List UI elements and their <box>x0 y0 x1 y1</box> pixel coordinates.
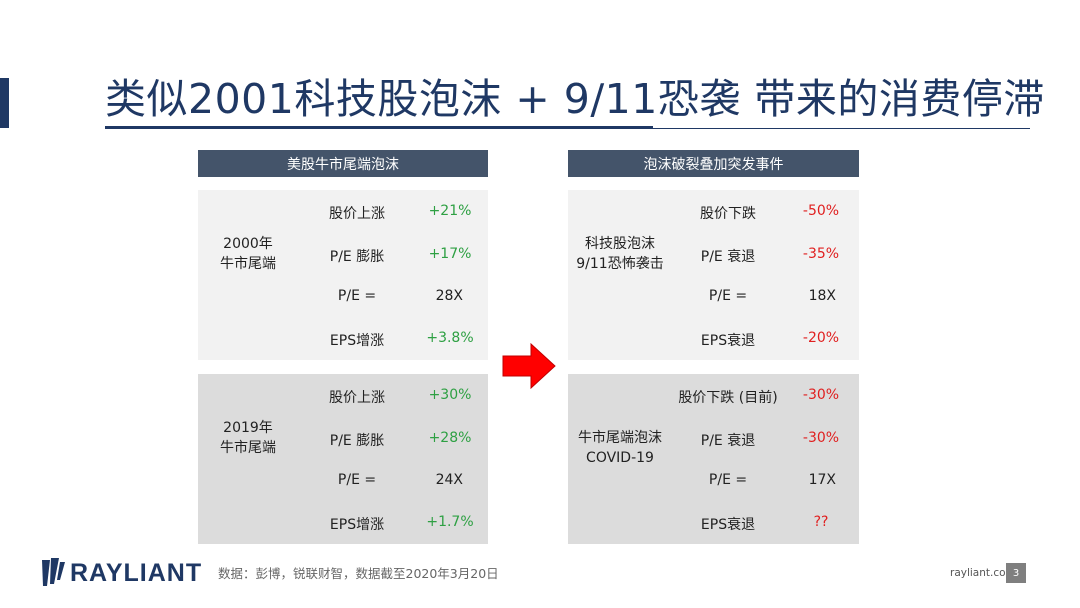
title-underline <box>105 126 653 129</box>
metric-label: P/E = <box>708 472 748 488</box>
metric-label: P/E 衰退 <box>700 249 756 265</box>
page-number: 3 <box>1006 563 1026 583</box>
slide-title: 类似2001科技股泡沫 + 9/11恐袭 带来的消费停滞 <box>105 75 1045 123</box>
metric-label: P/E 膨胀 <box>329 433 385 449</box>
right-bottom-panel: 牛市尾端泡沫 COVID-19 股价下跌 (目前) -30% P/E 衰退 -3… <box>568 374 859 544</box>
metric-label: P/E = <box>337 288 377 304</box>
metric-value: +28% <box>428 430 472 446</box>
metric-label: EPS衰退 <box>700 517 756 533</box>
group-label-line: 牛市尾端泡沫 <box>578 430 662 446</box>
metric-value: -50% <box>802 203 840 219</box>
group-label-line: 牛市尾端 <box>220 440 276 456</box>
metric-value: 18X <box>808 288 836 304</box>
left-bottom-panel: 2019年 牛市尾端 股价上涨 +30% P/E 膨胀 +28% P/E = 2… <box>198 374 488 544</box>
metric-value: -20% <box>802 330 840 346</box>
group-label-line: 2019年 <box>223 420 273 436</box>
title-rule <box>105 128 1030 129</box>
metric-label: 股价下跌 (目前) <box>678 390 778 406</box>
group-label-line: 9/11恐怖袭击 <box>576 256 664 272</box>
rayliant-logo: RAYLIANT <box>40 556 202 590</box>
right-top-panel: 科技股泡沫 9/11恐怖袭击 股价下跌 -50% P/E 衰退 -35% P/E… <box>568 190 859 360</box>
right-column-header: 泡沫破裂叠加突发事件 <box>568 150 859 177</box>
left-column-header: 美股牛市尾端泡沫 <box>198 150 488 177</box>
logo-wordmark: RAYLIANT <box>70 558 203 587</box>
metric-label: EPS增涨 <box>329 333 385 349</box>
metric-value: +17% <box>428 246 472 262</box>
left-top-panel: 2000年 牛市尾端 股价上涨 +21% P/E 膨胀 +17% P/E = 2… <box>198 190 488 360</box>
metric-label: 股价上涨 <box>329 206 385 222</box>
group-label: 2019年 牛市尾端 <box>220 418 276 458</box>
group-label-line: 科技股泡沫 <box>584 236 655 252</box>
metric-label: EPS衰退 <box>700 333 756 349</box>
metric-label: 股价下跌 <box>700 206 756 222</box>
rayliant-wing-icon <box>42 558 65 586</box>
group-label-line: 牛市尾端 <box>220 256 276 272</box>
metric-label: 股价上涨 <box>329 390 385 406</box>
metric-label: EPS增涨 <box>329 517 385 533</box>
group-label-line: 2000年 <box>223 236 273 252</box>
metric-value: +1.7% <box>426 514 474 530</box>
metric-value: -35% <box>802 246 840 262</box>
accent-bar <box>0 78 9 128</box>
right-arrow-icon <box>502 343 556 389</box>
metric-value: -30% <box>802 430 840 446</box>
source-note: 数据：彭博，锐联财智，数据截至2020年3月20日 <box>218 566 499 581</box>
metric-value: 28X <box>435 288 463 304</box>
metric-label: P/E = <box>708 288 748 304</box>
metric-label: P/E 膨胀 <box>329 249 385 265</box>
group-label: 科技股泡沫 9/11恐怖袭击 <box>576 234 663 274</box>
group-label: 牛市尾端泡沫 COVID-19 <box>578 428 662 468</box>
metric-value: +21% <box>428 203 472 219</box>
metric-value: -30% <box>802 387 840 403</box>
metric-value: 17X <box>808 472 836 488</box>
group-label-line: COVID-19 <box>586 450 654 466</box>
metric-label: P/E = <box>337 472 377 488</box>
metric-value: ?? <box>813 514 829 530</box>
group-label: 2000年 牛市尾端 <box>220 234 276 274</box>
site-url: rayliant.com <box>950 567 1016 579</box>
metric-value: 24X <box>435 472 463 488</box>
metric-label: P/E 衰退 <box>700 433 756 449</box>
metric-value: +3.8% <box>426 330 474 346</box>
metric-value: +30% <box>428 387 472 403</box>
